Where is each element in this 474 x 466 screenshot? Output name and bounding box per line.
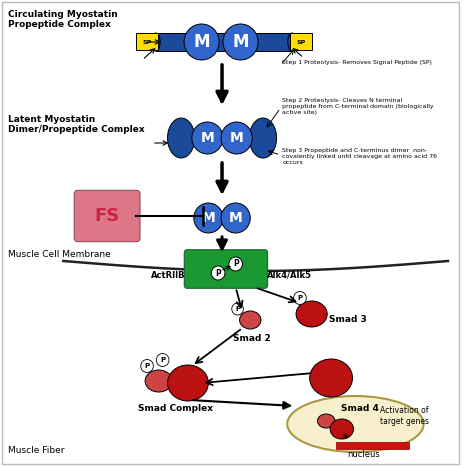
Ellipse shape [194, 203, 223, 233]
Text: M: M [201, 131, 214, 145]
Text: Smad Complex: Smad Complex [138, 404, 213, 413]
Text: M: M [193, 33, 210, 51]
Text: Muscle Cell Membrane: Muscle Cell Membrane [8, 250, 110, 259]
Ellipse shape [211, 266, 225, 280]
Ellipse shape [288, 33, 297, 51]
Text: Smad 3: Smad 3 [329, 315, 367, 323]
Ellipse shape [293, 292, 306, 304]
Text: Circulating Myostatin
Propeptide Complex: Circulating Myostatin Propeptide Complex [8, 10, 118, 29]
Text: SP: SP [296, 40, 306, 44]
Text: P: P [145, 363, 150, 369]
Text: P: P [233, 260, 238, 268]
Text: Step 2 Proteolysis- Cleaves N terminal
propeptide from C-terminal domain (biolog: Step 2 Proteolysis- Cleaves N terminal p… [283, 98, 434, 115]
Text: M: M [232, 33, 249, 51]
Ellipse shape [249, 118, 276, 158]
Ellipse shape [229, 257, 243, 271]
Ellipse shape [145, 370, 173, 392]
Text: M: M [229, 211, 243, 225]
Ellipse shape [167, 118, 195, 158]
Ellipse shape [184, 24, 219, 60]
FancyBboxPatch shape [184, 250, 268, 288]
Bar [290, 34, 311, 50]
Bar [137, 34, 158, 50]
Bar [336, 442, 409, 449]
Text: Muscle Fiber: Muscle Fiber [8, 446, 64, 455]
Ellipse shape [223, 24, 258, 60]
Text: Step 1 Proteolysis- Removes Signal Peptide (SP): Step 1 Proteolysis- Removes Signal Pepti… [283, 60, 432, 65]
Ellipse shape [239, 311, 261, 329]
Ellipse shape [330, 419, 354, 439]
Text: P: P [215, 268, 221, 277]
FancyBboxPatch shape [74, 190, 140, 242]
Text: P: P [160, 357, 165, 363]
Text: SP: SP [142, 40, 152, 44]
Ellipse shape [167, 365, 209, 401]
Text: M: M [201, 211, 215, 225]
Text: Step 3 Propeptide and C-terminus dimer  non-
covalently linked until cleavage at: Step 3 Propeptide and C-terminus dimer n… [283, 148, 438, 164]
Text: FS: FS [94, 207, 120, 225]
Ellipse shape [232, 303, 244, 315]
Ellipse shape [192, 122, 223, 154]
Ellipse shape [296, 301, 327, 327]
Ellipse shape [221, 122, 252, 154]
Text: Smad 4: Smad 4 [341, 404, 379, 413]
Ellipse shape [221, 203, 250, 233]
Text: Activation of
target genes: Activation of target genes [380, 406, 429, 426]
Ellipse shape [141, 359, 154, 372]
Text: Alk4/Alk5: Alk4/Alk5 [267, 270, 312, 280]
Text: Smad 2: Smad 2 [233, 334, 271, 343]
Text: ActRIIB: ActRIIB [151, 270, 185, 280]
Text: Latent Myostatin
Dimer/Propeptide Complex: Latent Myostatin Dimer/Propeptide Comple… [8, 115, 145, 134]
Text: P: P [235, 306, 240, 312]
Ellipse shape [318, 414, 335, 428]
Ellipse shape [156, 354, 169, 366]
Text: nucleus: nucleus [347, 450, 380, 459]
Text: M: M [230, 131, 244, 145]
Ellipse shape [310, 359, 353, 397]
Text: P: P [297, 295, 302, 301]
Ellipse shape [287, 396, 424, 452]
Bar [156, 33, 292, 51]
Ellipse shape [151, 33, 160, 51]
